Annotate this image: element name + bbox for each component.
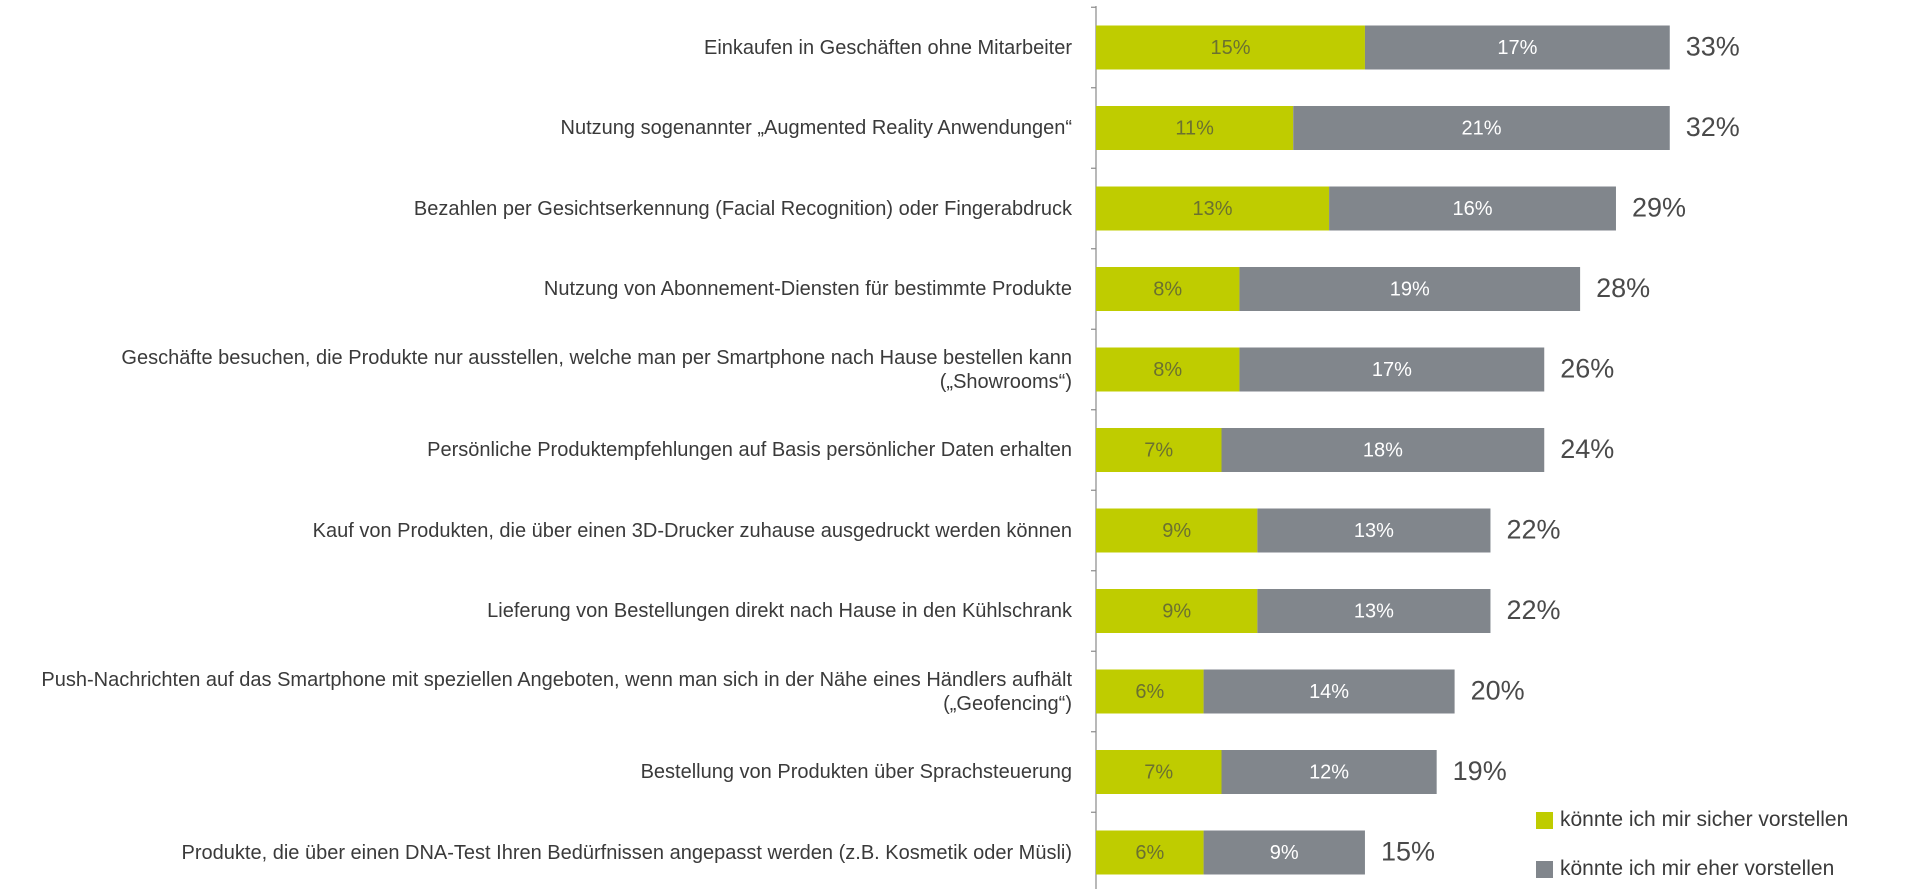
bar-segment xyxy=(1096,106,1294,150)
value-label: 7% xyxy=(1144,761,1173,783)
category-label: Einkaufen in Geschäften ohne Mitarbeiter xyxy=(704,36,1072,59)
value-label: 12% xyxy=(1309,761,1349,783)
bar-segment xyxy=(1096,830,1204,875)
total-label: 28% xyxy=(1596,273,1650,303)
legend-label: könnte ich mir eher vorstellen xyxy=(1560,857,1835,880)
bar-segment xyxy=(1096,589,1258,633)
bar-segment xyxy=(1257,589,1491,633)
bar-segment xyxy=(1203,830,1365,875)
value-label: 13% xyxy=(1193,198,1233,220)
value-label: 19% xyxy=(1390,278,1430,300)
value-label: 14% xyxy=(1309,681,1349,703)
total-label: 22% xyxy=(1506,515,1560,545)
category-label: Bestellung von Produkten über Sprachsteu… xyxy=(640,761,1072,783)
value-label: 17% xyxy=(1497,37,1537,59)
value-label: 17% xyxy=(1372,359,1412,381)
bar-segment xyxy=(1221,750,1437,794)
value-label: 9% xyxy=(1162,520,1191,542)
bar-segment xyxy=(1364,25,1670,70)
value-label: 13% xyxy=(1354,600,1394,622)
bar-segment xyxy=(1203,669,1455,714)
total-label: 33% xyxy=(1686,32,1740,62)
value-label: 9% xyxy=(1162,600,1191,622)
bar-segment xyxy=(1096,25,1365,70)
bar-segment xyxy=(1293,106,1670,150)
value-label: 8% xyxy=(1153,359,1182,381)
category-label: Produkte, die über einen DNA-Test Ihren … xyxy=(181,841,1072,864)
value-label: 16% xyxy=(1453,198,1493,220)
category-label: Bezahlen per Gesichtserkennung (Facial R… xyxy=(413,197,1072,220)
bar-segment xyxy=(1096,750,1222,794)
total-label: 20% xyxy=(1471,676,1525,706)
legend-swatch xyxy=(1536,861,1553,878)
total-label: 22% xyxy=(1506,595,1560,625)
value-label: 15% xyxy=(1210,37,1250,59)
bar-segment xyxy=(1096,267,1240,311)
value-label: 18% xyxy=(1363,439,1403,461)
total-label: 32% xyxy=(1686,112,1740,142)
value-label: 11% xyxy=(1175,117,1214,139)
category-label: Geschäfte besuchen, die Produkte nur aus… xyxy=(121,346,1072,393)
category-label: Lieferung von Bestellungen direkt nach H… xyxy=(487,600,1072,622)
value-label: 13% xyxy=(1354,520,1394,542)
value-label: 9% xyxy=(1270,842,1299,864)
bar-segment xyxy=(1096,669,1204,714)
bar-segment xyxy=(1096,508,1258,553)
bar-segment xyxy=(1221,428,1545,472)
category-label: Push-Nachrichten auf das Smartphone mit … xyxy=(41,668,1072,715)
bar-segment xyxy=(1257,508,1491,553)
category-label: Nutzung sogenannter „Augmented Reality A… xyxy=(560,117,1072,139)
bar-segment xyxy=(1239,267,1581,311)
total-label: 24% xyxy=(1560,434,1614,464)
bar-segment xyxy=(1329,186,1616,231)
bar-segment xyxy=(1239,347,1545,392)
value-label: 21% xyxy=(1461,117,1501,139)
value-label: 8% xyxy=(1153,278,1182,300)
bar-segment xyxy=(1096,347,1240,392)
total-label: 15% xyxy=(1381,837,1435,867)
category-label: Nutzung von Abonnement-Diensten für best… xyxy=(543,278,1072,300)
legend-label: könnte ich mir sicher vorstellen xyxy=(1560,808,1849,831)
total-label: 19% xyxy=(1453,756,1507,786)
value-label: 6% xyxy=(1135,681,1164,703)
category-label: Kauf von Produkten, die über einen 3D-Dr… xyxy=(312,519,1072,542)
category-label: Persönliche Produktempfehlungen auf Basi… xyxy=(427,439,1072,461)
bar-segment xyxy=(1096,428,1222,472)
bar-segment xyxy=(1096,186,1330,231)
legend-swatch xyxy=(1536,812,1553,829)
value-label: 6% xyxy=(1135,842,1164,864)
value-label: 7% xyxy=(1144,439,1173,461)
total-label: 29% xyxy=(1632,193,1686,223)
total-label: 26% xyxy=(1560,354,1614,384)
